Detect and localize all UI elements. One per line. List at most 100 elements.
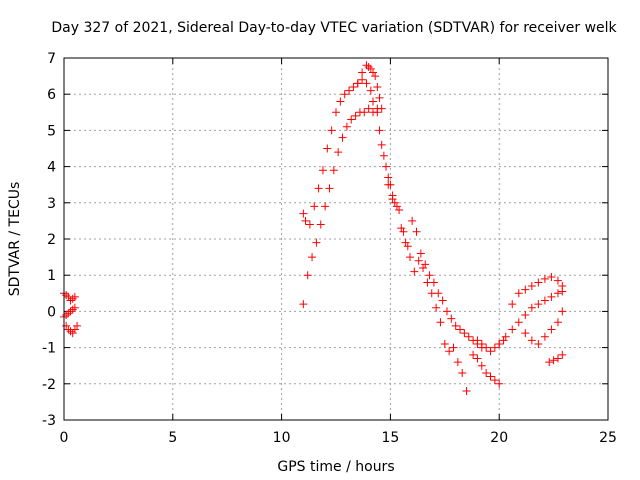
data-point (477, 339, 486, 348)
data-point (362, 61, 371, 70)
data-point (68, 329, 77, 338)
data-point (427, 289, 436, 298)
x-tick-label: 5 (168, 430, 177, 446)
chart-title: Day 327 of 2021, Sidereal Day-to-day VTE… (51, 20, 617, 36)
data-point (375, 93, 384, 102)
data-points (60, 61, 567, 396)
data-point (425, 271, 434, 280)
data-point (460, 329, 469, 338)
data-point (305, 220, 314, 229)
data-point (412, 227, 421, 236)
data-point (534, 300, 543, 309)
data-point (549, 356, 558, 365)
data-point (318, 166, 327, 175)
data-point (399, 227, 408, 236)
y-tick-label: 0 (47, 304, 56, 320)
series-decline-lower (384, 180, 471, 396)
data-point (521, 311, 530, 320)
data-point (299, 300, 308, 309)
data-point (327, 126, 336, 135)
series-upper-rise (299, 75, 377, 229)
data-point (403, 242, 412, 251)
data-point (445, 347, 454, 356)
data-point (358, 75, 367, 84)
data-point (66, 307, 75, 316)
data-point (336, 97, 345, 106)
data-point (73, 321, 82, 330)
data-point (70, 303, 79, 312)
plot-frame (63, 57, 609, 421)
data-point (62, 321, 71, 330)
data-point (553, 318, 562, 327)
data-point (547, 292, 556, 301)
data-point (553, 276, 562, 285)
series-peak (353, 61, 386, 113)
y-tick-label: 3 (47, 196, 56, 212)
data-point (68, 305, 77, 314)
data-point (414, 256, 423, 265)
data-point (347, 115, 356, 124)
data-point (308, 253, 317, 262)
data-point (299, 209, 308, 218)
data-point (301, 216, 310, 225)
data-point (451, 321, 460, 330)
data-point (70, 292, 79, 301)
data-point (321, 202, 330, 211)
data-point (345, 86, 354, 95)
data-point (379, 151, 388, 160)
data-point (421, 260, 430, 269)
data-point (384, 180, 393, 189)
y-tick-label: -3 (42, 413, 56, 429)
x-tick-label: 15 (381, 430, 399, 446)
data-point (436, 318, 445, 327)
y-tick-label: -2 (42, 377, 56, 393)
data-point (338, 133, 347, 142)
data-point (453, 358, 462, 367)
data-point (62, 291, 71, 300)
data-point (547, 273, 556, 282)
data-point (325, 184, 334, 193)
data-point (540, 296, 549, 305)
data-point (545, 358, 554, 367)
data-point (495, 379, 504, 388)
data-point (353, 79, 362, 88)
data-point (527, 282, 536, 291)
data-point (323, 144, 332, 153)
data-point (310, 202, 319, 211)
data-point (377, 104, 386, 113)
data-point (527, 303, 536, 312)
data-point (508, 300, 517, 309)
x-tick-label: 0 (60, 430, 69, 446)
data-point (384, 173, 393, 182)
data-point (332, 108, 340, 117)
data-point (64, 309, 73, 318)
data-point (314, 184, 323, 193)
series-early (60, 289, 82, 338)
data-point (364, 63, 373, 72)
data-point (514, 318, 523, 327)
data-point (432, 303, 441, 312)
x-tick-label: 25 (599, 430, 617, 446)
data-point (558, 307, 567, 316)
data-point (373, 82, 382, 91)
data-point (340, 90, 349, 99)
y-tick-label: 4 (47, 160, 56, 176)
data-point (423, 278, 432, 287)
data-point (547, 325, 556, 334)
data-point (447, 314, 456, 323)
data-point (392, 202, 401, 211)
data-point (499, 336, 508, 345)
data-point (482, 368, 491, 377)
y-tick-label: 6 (47, 87, 56, 103)
y-tick-label: 5 (47, 123, 56, 139)
data-point (508, 325, 517, 334)
data-point (416, 249, 425, 258)
data-point (527, 336, 536, 345)
data-point (490, 343, 499, 352)
series-recovery (495, 287, 567, 348)
data-point (540, 274, 549, 283)
data-point (558, 282, 567, 291)
data-point (490, 376, 499, 385)
data-point (382, 162, 391, 171)
data-point (534, 278, 543, 287)
